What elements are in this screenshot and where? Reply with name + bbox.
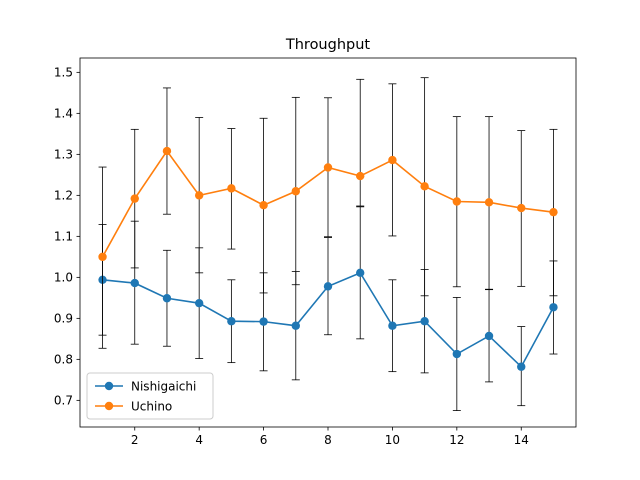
y-tick-label: 0.7 bbox=[54, 394, 73, 408]
x-tick-label: 4 bbox=[195, 433, 203, 447]
x-tick-label: 14 bbox=[514, 433, 529, 447]
data-point bbox=[484, 198, 494, 207]
data-point bbox=[227, 317, 236, 326]
x-tick-label: 6 bbox=[260, 433, 268, 447]
series-nishigaichi bbox=[98, 206, 558, 412]
legend-marker bbox=[104, 381, 114, 391]
x-tick-label: 10 bbox=[385, 433, 400, 447]
y-tick-label: 1.1 bbox=[54, 230, 73, 244]
data-point bbox=[388, 321, 397, 330]
data-point bbox=[194, 298, 204, 308]
legend-box bbox=[86, 372, 214, 420]
data-point bbox=[162, 294, 172, 303]
axes: 2 4 6 8 10 12 14 0.7 0.8 0.9 1.0 1.1 1.2 1.3 1.4 1.5 bbox=[54, 57, 577, 447]
x-tick-label: 12 bbox=[449, 433, 464, 447]
chart-title: Throughput bbox=[285, 37, 371, 53]
data-point bbox=[259, 200, 268, 210]
plot-area bbox=[98, 77, 558, 412]
legend: Nishigaichi Uchino bbox=[86, 372, 214, 420]
legend-label: Uchino bbox=[131, 399, 172, 413]
y-tick-label: 1.2 bbox=[54, 189, 73, 203]
data-point bbox=[356, 268, 365, 278]
data-point bbox=[388, 155, 397, 165]
series-uchino bbox=[98, 77, 558, 336]
data-point bbox=[517, 203, 526, 213]
data-point bbox=[227, 184, 236, 193]
y-tick-label: 1.3 bbox=[54, 148, 73, 162]
y-tick-label: 0.8 bbox=[54, 353, 73, 367]
data-point bbox=[130, 278, 139, 288]
data-point bbox=[420, 317, 429, 326]
legend-label: Nishigaichi bbox=[131, 379, 196, 393]
data-point bbox=[259, 317, 268, 326]
data-point bbox=[549, 303, 558, 312]
data-point bbox=[323, 282, 333, 291]
data-point bbox=[356, 171, 365, 181]
data-point bbox=[452, 349, 462, 359]
data-point bbox=[291, 321, 300, 330]
legend-marker bbox=[104, 401, 114, 411]
data-point bbox=[323, 163, 333, 172]
data-point bbox=[162, 146, 172, 156]
data-point bbox=[291, 187, 300, 196]
data-point bbox=[98, 252, 107, 262]
y-tick-label: 1.0 bbox=[54, 271, 73, 285]
x-tick-label: 8 bbox=[324, 433, 332, 447]
y-tick-label: 1.4 bbox=[54, 107, 73, 121]
y-tick-label: 1.5 bbox=[54, 66, 73, 80]
data-point bbox=[194, 191, 204, 200]
x-tick-label: 2 bbox=[131, 433, 139, 447]
data-point bbox=[452, 197, 462, 206]
data-point bbox=[549, 207, 558, 217]
y-tick-label: 0.9 bbox=[54, 312, 73, 326]
data-point bbox=[517, 362, 526, 371]
data-point bbox=[420, 182, 429, 191]
data-point bbox=[130, 194, 139, 203]
data-point bbox=[484, 331, 494, 341]
